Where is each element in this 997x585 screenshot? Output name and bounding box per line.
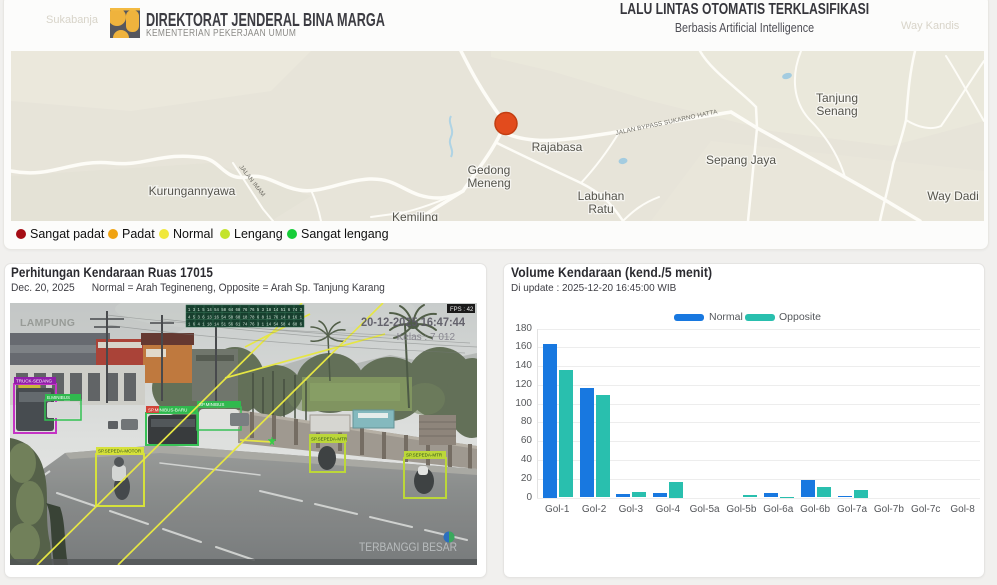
svg-text:Meneng: Meneng	[467, 176, 510, 190]
svg-text:Kurungannyawa: Kurungannyawa	[149, 184, 236, 198]
svg-text:B.MINIBUS: B.MINIBUS	[47, 395, 70, 400]
svg-text:Senang: Senang	[816, 104, 857, 118]
svg-text:Way Dadi: Way Dadi	[927, 189, 979, 203]
svg-text:Tanjung: Tanjung	[816, 91, 858, 105]
svg-text:Labuhan: Labuhan	[578, 189, 625, 203]
svg-text:TERBANGGI BESAR: TERBANGGI BESAR	[359, 542, 457, 554]
svg-text:TRUCK-SEDANG: TRUCK-SEDANG	[16, 379, 53, 384]
svg-text:SP.MINIBUS-BARU: SP.MINIBUS-BARU	[148, 408, 187, 413]
svg-text:4 5 3 6 13 16 54 58 68 18 78 6: 4 5 3 6 13 16 54 58 68 18 78 6 8 11 76 1…	[188, 316, 302, 320]
svg-text:SP.SEPEDA-MTR: SP.SEPEDA-MTR	[311, 437, 348, 442]
svg-text:Kelas : 7 012: Kelas : 7 012	[397, 332, 456, 343]
svg-text:Ratu: Ratu	[588, 202, 613, 216]
svg-text:1 3 1 5 14 54 58 64 68 76 76 5: 1 3 1 5 14 54 58 64 68 76 76 5 3 18 14 5…	[188, 309, 302, 313]
svg-text:Rajabasa: Rajabasa	[532, 140, 583, 154]
svg-text:SP.SEPEDA-MTR: SP.SEPEDA-MTR	[406, 453, 443, 458]
svg-text:SP.MINIBUS: SP.MINIBUS	[199, 402, 224, 407]
svg-text:LAMPUNG: LAMPUNG	[20, 317, 75, 329]
svg-text:Gedong: Gedong	[468, 163, 511, 177]
svg-text:Sepang Jaya: Sepang Jaya	[706, 153, 776, 167]
svg-text:20-12-2025 16:47:44: 20-12-2025 16:47:44	[361, 317, 466, 329]
svg-text:SP.SEPEDA-MOTOR: SP.SEPEDA-MOTOR	[98, 449, 142, 454]
svg-text:Kemiling: Kemiling	[392, 210, 438, 221]
svg-text:1 6 4 1 18 14 51 56 61 74 76 3: 1 6 4 1 18 14 51 56 61 74 76 3 1 14 54 5…	[188, 324, 302, 328]
svg-text:FPS : 42: FPS : 42	[450, 307, 474, 313]
